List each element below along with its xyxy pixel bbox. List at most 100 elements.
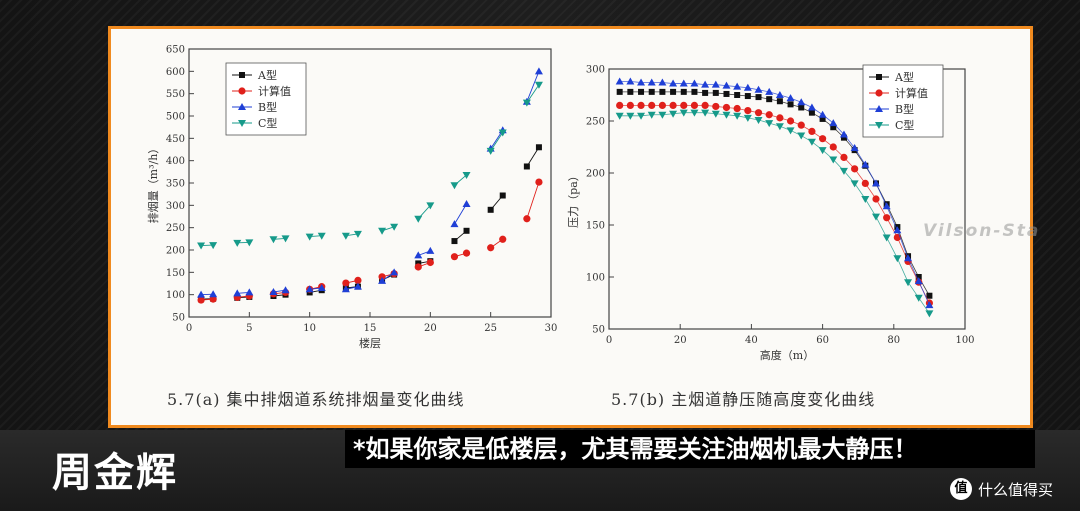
data-point (808, 127, 816, 135)
data-point (378, 273, 386, 281)
data-point (281, 286, 290, 294)
data-point (712, 102, 720, 111)
data-point (893, 255, 902, 263)
data-point (883, 214, 891, 222)
data-point (775, 123, 784, 131)
data-point (390, 223, 399, 231)
series-3 (197, 81, 543, 250)
data-point (209, 290, 218, 298)
legend-marker (875, 89, 883, 97)
data-point (904, 279, 913, 287)
y-tick-label: 100 (586, 273, 605, 284)
y-tick-label: 200 (586, 169, 605, 180)
data-point (499, 192, 506, 199)
legend-marker (238, 103, 246, 110)
data-point (269, 236, 278, 244)
chart-1: 0 20 40 60 80 100 50 100 150 200 250 300 高度（m） 压力（pa）… (567, 65, 975, 363)
data-point (647, 78, 656, 86)
x-tick-label: 20 (674, 335, 687, 346)
series-line (619, 112, 930, 314)
data-point (670, 88, 677, 95)
data-point (487, 206, 494, 213)
data-point (462, 171, 471, 179)
data-point (807, 103, 816, 111)
series-1 (616, 101, 934, 307)
data-point (378, 276, 387, 284)
data-point (722, 111, 731, 119)
y-tick-label: 250 (166, 223, 185, 234)
data-point (893, 226, 902, 234)
data-point (637, 78, 646, 86)
data-point (797, 121, 805, 129)
data-point (679, 79, 688, 87)
caption-right: 5.7(b) 主烟道静压随高度变化曲线 (611, 390, 876, 409)
data-point (872, 179, 880, 187)
data-point (850, 144, 859, 152)
x-axis-label: 楼层 (359, 336, 381, 350)
data-point (701, 101, 709, 109)
data-point (648, 101, 656, 109)
plot-frame (608, 68, 966, 330)
legend-label: A型 (894, 70, 914, 84)
y-tick-label: 350 (166, 179, 185, 190)
data-point (829, 143, 837, 151)
y-tick-label: 300 (166, 201, 185, 212)
data-point (744, 93, 751, 100)
data-point (754, 85, 763, 93)
data-point (426, 246, 435, 254)
data-point (499, 235, 507, 243)
data-point (765, 120, 774, 128)
data-point (829, 156, 838, 164)
data-point (463, 227, 470, 234)
data-point (658, 101, 667, 109)
data-point (851, 165, 859, 173)
data-point (914, 277, 923, 285)
y-axis-label: 压力（pa） (567, 170, 580, 228)
data-point (882, 202, 891, 210)
x-tick-label: 30 (545, 323, 558, 334)
x-tick-label: 0 (186, 323, 192, 334)
data-point (317, 232, 326, 240)
data-point (535, 178, 543, 186)
data-point (197, 242, 206, 250)
figure-panel: 0 5 10 15 20 25 30 50 100 150 200 250 300 350 400 450 50… (108, 26, 1038, 428)
data-point (680, 101, 688, 109)
data-point (354, 276, 362, 284)
data-point (797, 132, 806, 140)
data-point (426, 202, 435, 210)
data-point (775, 91, 784, 98)
y-tick-label: 200 (166, 246, 185, 257)
series-0 (198, 144, 542, 303)
data-point (819, 135, 827, 143)
x-tick-label: 15 (364, 323, 377, 334)
data-point (626, 77, 635, 85)
data-point (818, 147, 827, 155)
series-segment (490, 132, 504, 152)
data-point (786, 94, 795, 102)
data-point (353, 230, 362, 238)
data-point (426, 258, 434, 267)
y-tick-label: 400 (166, 156, 185, 167)
legend-label: C型 (258, 116, 277, 130)
series-segment (526, 147, 540, 167)
y-tick-label: 500 (166, 112, 185, 123)
speaker-name-tag: 周金辉 (52, 450, 178, 496)
legend-label: B型 (895, 102, 914, 116)
y-tick-label: 650 (166, 45, 185, 56)
x-tick-label: 100 (955, 335, 974, 346)
data-point (861, 160, 870, 168)
data-point (798, 104, 805, 111)
data-point (486, 147, 495, 155)
data-point (926, 292, 933, 299)
data-point (637, 112, 646, 120)
data-point (281, 235, 290, 243)
data-point (861, 179, 869, 187)
legend-marker (876, 74, 882, 80)
data-point (734, 92, 741, 98)
data-point (317, 283, 326, 291)
data-point (690, 79, 699, 87)
data-point (690, 101, 699, 109)
data-point (353, 282, 362, 290)
data-point (390, 268, 399, 276)
